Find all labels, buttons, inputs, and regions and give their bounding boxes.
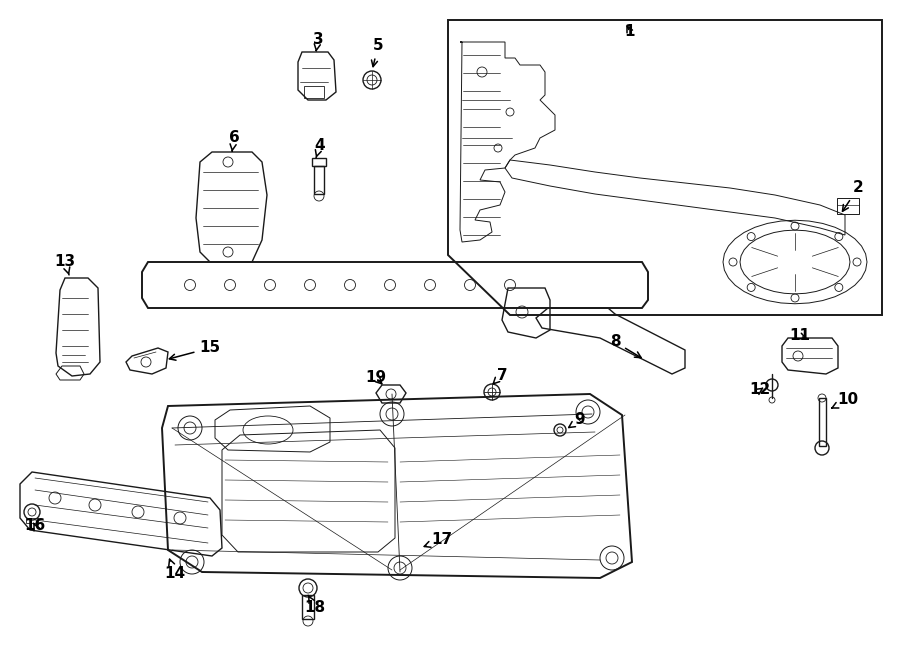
Text: 6: 6 bbox=[229, 130, 239, 151]
Text: 17: 17 bbox=[424, 533, 453, 547]
Text: 3: 3 bbox=[312, 32, 323, 51]
Text: 10: 10 bbox=[832, 393, 859, 408]
Text: 15: 15 bbox=[169, 340, 220, 360]
Text: 9: 9 bbox=[569, 412, 585, 428]
Text: 18: 18 bbox=[304, 596, 326, 615]
Text: 12: 12 bbox=[750, 383, 770, 397]
Text: 2: 2 bbox=[842, 180, 863, 212]
Text: 8: 8 bbox=[609, 334, 641, 358]
Text: 16: 16 bbox=[24, 518, 46, 533]
Text: 5: 5 bbox=[372, 38, 383, 67]
Bar bbox=[314, 166, 324, 194]
Text: 7: 7 bbox=[493, 368, 508, 384]
Bar bbox=[304, 86, 324, 98]
Bar bbox=[312, 158, 326, 166]
Text: 4: 4 bbox=[315, 137, 325, 158]
Bar bbox=[302, 595, 314, 619]
Text: 1: 1 bbox=[625, 24, 635, 40]
Text: 13: 13 bbox=[54, 254, 76, 275]
Text: 19: 19 bbox=[365, 371, 387, 385]
Text: 11: 11 bbox=[789, 329, 811, 344]
Bar bbox=[26, 518, 38, 523]
Text: 14: 14 bbox=[165, 559, 185, 582]
Bar bbox=[819, 398, 826, 446]
Bar bbox=[837, 198, 859, 214]
